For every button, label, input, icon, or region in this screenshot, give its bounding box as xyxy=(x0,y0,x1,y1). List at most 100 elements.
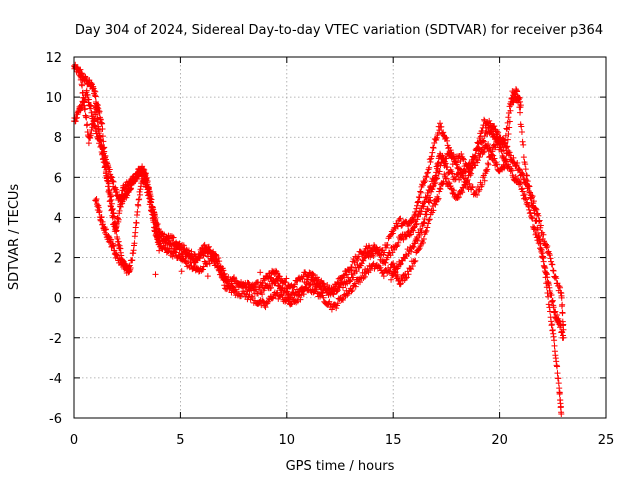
data-point xyxy=(210,256,217,263)
data-point xyxy=(89,120,96,127)
data-point xyxy=(391,246,398,253)
data-point xyxy=(300,291,307,298)
data-point xyxy=(364,249,371,256)
data-point xyxy=(220,267,227,274)
data-point xyxy=(276,273,283,280)
data-point xyxy=(119,260,126,267)
data-point xyxy=(417,189,424,196)
data-point xyxy=(176,240,183,247)
y-tick-label: 4 xyxy=(54,211,62,226)
data-point xyxy=(559,310,566,317)
data-point xyxy=(106,189,113,196)
data-point xyxy=(528,214,535,221)
data-point xyxy=(475,140,482,147)
data-point xyxy=(479,124,486,131)
data-point xyxy=(397,215,404,222)
data-point xyxy=(424,169,431,176)
x-tick-label: 5 xyxy=(176,433,184,448)
data-point xyxy=(79,89,86,96)
data-point xyxy=(415,198,422,205)
data-point xyxy=(502,139,509,146)
data-point xyxy=(321,283,328,290)
data-point xyxy=(115,216,122,223)
data-point xyxy=(190,255,197,262)
data-point xyxy=(462,175,469,182)
data-point xyxy=(85,140,92,147)
data-point xyxy=(128,180,135,187)
data-point xyxy=(395,276,402,283)
data-point xyxy=(397,261,404,268)
data-point xyxy=(407,220,414,227)
data-point xyxy=(102,160,109,167)
data-point xyxy=(203,244,210,251)
data-point xyxy=(397,280,404,287)
data-point xyxy=(306,269,313,276)
data-point xyxy=(471,153,478,160)
data-point xyxy=(526,183,533,190)
data-point xyxy=(501,163,508,170)
data-point xyxy=(182,258,189,265)
data-point xyxy=(251,283,258,290)
data-point xyxy=(393,262,400,269)
data-point xyxy=(530,198,537,205)
data-point xyxy=(322,287,329,294)
data-point xyxy=(505,114,512,121)
data-point xyxy=(466,169,473,176)
data-point xyxy=(420,203,427,210)
data-point xyxy=(221,270,228,277)
data-point xyxy=(196,254,203,261)
data-point xyxy=(426,194,433,201)
data-point xyxy=(109,178,116,185)
data-point xyxy=(438,123,445,130)
data-point xyxy=(348,288,355,295)
data-point xyxy=(527,189,534,196)
data-point xyxy=(435,195,442,202)
data-point xyxy=(535,218,542,225)
y-tick-label: -6 xyxy=(49,412,62,427)
data-point xyxy=(480,138,487,145)
data-point xyxy=(381,249,388,256)
data-point xyxy=(316,293,323,300)
data-point xyxy=(469,160,476,167)
data-point xyxy=(420,220,427,227)
data-point xyxy=(299,275,306,282)
data-point xyxy=(412,211,419,218)
data-point xyxy=(443,175,450,182)
data-point xyxy=(424,170,431,177)
y-tick-label: -4 xyxy=(49,372,62,387)
data-point xyxy=(404,268,411,275)
data-point xyxy=(370,253,377,260)
data-point xyxy=(540,258,547,265)
data-point xyxy=(99,126,106,133)
data-point xyxy=(350,274,357,281)
data-point xyxy=(543,284,550,291)
data-point xyxy=(418,227,425,234)
data-point xyxy=(505,148,512,155)
data-point xyxy=(230,287,237,294)
data-point xyxy=(530,225,537,232)
data-point xyxy=(129,257,136,264)
data-point xyxy=(468,184,475,191)
data-point xyxy=(267,274,274,281)
data-point xyxy=(136,191,143,198)
data-point xyxy=(284,295,291,302)
data-point xyxy=(551,274,558,281)
data-point xyxy=(343,271,350,278)
data-point xyxy=(552,308,559,315)
data-point xyxy=(245,280,252,287)
data-point xyxy=(200,248,207,255)
data-point xyxy=(537,222,544,229)
data-point xyxy=(334,300,341,307)
data-point xyxy=(546,304,553,311)
data-point xyxy=(558,294,565,301)
data-point xyxy=(492,144,499,151)
data-point xyxy=(540,253,547,260)
series-trace-4 xyxy=(92,135,567,333)
data-point xyxy=(559,301,566,308)
data-point xyxy=(505,109,512,116)
data-point xyxy=(514,160,521,167)
data-point xyxy=(443,155,450,162)
data-point xyxy=(126,267,133,274)
data-point xyxy=(200,263,207,270)
data-point xyxy=(504,143,511,150)
